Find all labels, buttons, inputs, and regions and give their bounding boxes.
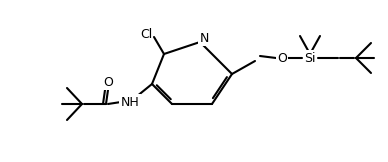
Text: N: N xyxy=(199,31,209,45)
Text: Cl: Cl xyxy=(140,28,152,40)
Text: NH: NH xyxy=(121,96,139,109)
Text: Si: Si xyxy=(304,52,316,64)
Text: O: O xyxy=(277,52,287,64)
Text: O: O xyxy=(103,75,113,88)
